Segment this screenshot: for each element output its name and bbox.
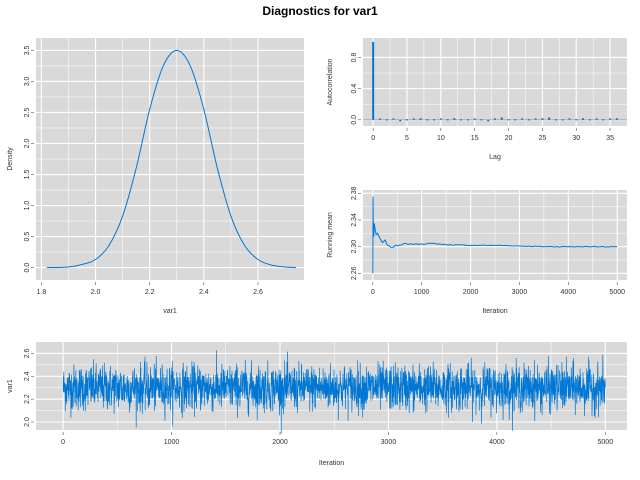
acf-bar [480, 119, 483, 121]
acf-bar [385, 119, 388, 121]
y-axis-title: Autocorrelation [327, 58, 334, 105]
acf-bar [527, 119, 530, 121]
x-tick-label: 0 [371, 289, 375, 296]
acf-bar [419, 118, 422, 120]
acf-bar [521, 118, 524, 120]
acf-bar [588, 119, 591, 121]
plot-panel [363, 38, 627, 126]
x-tick-label: 25 [538, 135, 546, 142]
acf-bar [378, 118, 381, 120]
y-tick-label: 2.38 [351, 186, 358, 200]
x-tick-label: 0 [61, 439, 65, 446]
acf-bar [514, 119, 517, 121]
acf-bar [582, 118, 584, 120]
x-axis-title: Iteration [319, 460, 344, 467]
y-tick-label: 3.5 [24, 45, 31, 55]
x-tick-label: 2.2 [145, 289, 155, 296]
running-mean-line [372, 196, 618, 274]
x-tick-label: 2000 [463, 289, 479, 296]
acf-bar [494, 118, 496, 120]
y-tick-label: 3.0 [24, 76, 31, 86]
acf-bar [372, 41, 375, 120]
acf-bar [554, 119, 557, 121]
autocorrelation-plot: 0 5 10 15 20 25 30 35 0.0 0.4 0.8 Lag Autocorrelatio… [327, 38, 627, 161]
x-tick-label: 5000 [598, 439, 614, 446]
x-tick-label: 2.6 [253, 289, 263, 296]
x-axis-title: var1 [163, 308, 177, 315]
acf-bar [433, 119, 436, 121]
acf-bar [392, 118, 395, 120]
density-plot: 1.8 2.0 2.2 2.4 2.6 0.0 0.5 1.0 1.5 2.0 2.5 3.0 3.5 v… [7, 38, 304, 315]
y-axis-title: Running mean [327, 212, 334, 258]
y-axis-title: var1 [7, 379, 14, 393]
acf-bar [473, 118, 476, 120]
acf-bar [399, 119, 402, 122]
acf-bar [446, 119, 449, 121]
x-tick-label: 0 [371, 135, 375, 142]
y-tick-label: 2.26 [351, 266, 358, 280]
y-tick-label: 1.5 [24, 170, 31, 180]
y-tick-label: 2.30 [351, 240, 358, 254]
acf-bar [575, 119, 578, 121]
acf-bar [541, 118, 544, 120]
x-tick-label: 4000 [489, 439, 505, 446]
x-tick-label: 35 [606, 135, 614, 142]
y-tick-label: 2.0 [24, 417, 31, 427]
acf-bar [609, 118, 612, 120]
x-tick-label: 1.8 [37, 289, 47, 296]
density-curve [46, 49, 296, 269]
y-tick-label: 0.5 [24, 232, 31, 242]
x-tick-label: 1000 [164, 439, 180, 446]
acf-bar [406, 119, 408, 121]
y-tick-label: 2.6 [24, 348, 31, 358]
y-tick-label: 2.4 [24, 371, 31, 381]
running-mean-plot: 0 1000 2000 3000 4000 5000 2.26 2.30 2.34 2.38 Ite… [327, 186, 627, 315]
acf-bar [426, 119, 429, 121]
x-tick-label: 2.4 [199, 289, 209, 296]
y-tick-label: 0.4 [351, 84, 358, 94]
x-tick-label: 1000 [414, 289, 430, 296]
x-tick-label: 5 [405, 135, 409, 142]
page-title: Diagnostics for var1 [262, 4, 378, 18]
x-tick-label: 3000 [512, 289, 528, 296]
y-tick-label: 2.34 [351, 213, 358, 227]
y-tick-label: 2.0 [24, 139, 31, 149]
acf-bar [534, 118, 537, 120]
x-tick-label: 30 [572, 135, 580, 142]
y-tick-label: 1.0 [24, 201, 31, 211]
acf-bar [615, 118, 618, 120]
acf-bar [561, 119, 564, 121]
y-tick-label: 2.5 [24, 107, 31, 117]
x-axis-title: Iteration [482, 308, 507, 315]
acf-bar [602, 119, 605, 121]
x-tick-label: 10 [437, 135, 445, 142]
acf-bar [548, 117, 551, 120]
y-tick-label: 0.8 [351, 52, 358, 62]
x-tick-label: 20 [505, 135, 513, 142]
y-tick-label: 0.0 [24, 263, 31, 273]
y-axis-title: Density [7, 147, 14, 171]
acf-bar [466, 119, 469, 121]
y-tick-label: 2.2 [24, 394, 31, 404]
acf-bar [412, 118, 415, 120]
x-tick-label: 15 [471, 135, 479, 142]
x-tick-label: 5000 [609, 289, 625, 296]
x-axis-title: Lag [489, 154, 501, 161]
acf-bar [507, 119, 510, 121]
acf-bar [460, 119, 463, 121]
x-tick-label: 4000 [561, 289, 577, 296]
acf-bar [595, 118, 598, 120]
trace-plot: 0 1000 2000 3000 4000 5000 2.0 2.2 2.4 2.6 Iterati… [7, 342, 627, 467]
trace-line [62, 350, 606, 434]
acf-bar [568, 118, 571, 120]
x-tick-label: 2.0 [91, 289, 101, 296]
x-tick-label: 3000 [381, 439, 397, 446]
acf-bar [500, 117, 503, 120]
acf-bar [487, 119, 490, 122]
x-tick-label: 2000 [272, 439, 288, 446]
acf-bar [453, 118, 456, 120]
y-tick-label: 0.0 [351, 115, 358, 125]
acf-bar [439, 118, 442, 120]
